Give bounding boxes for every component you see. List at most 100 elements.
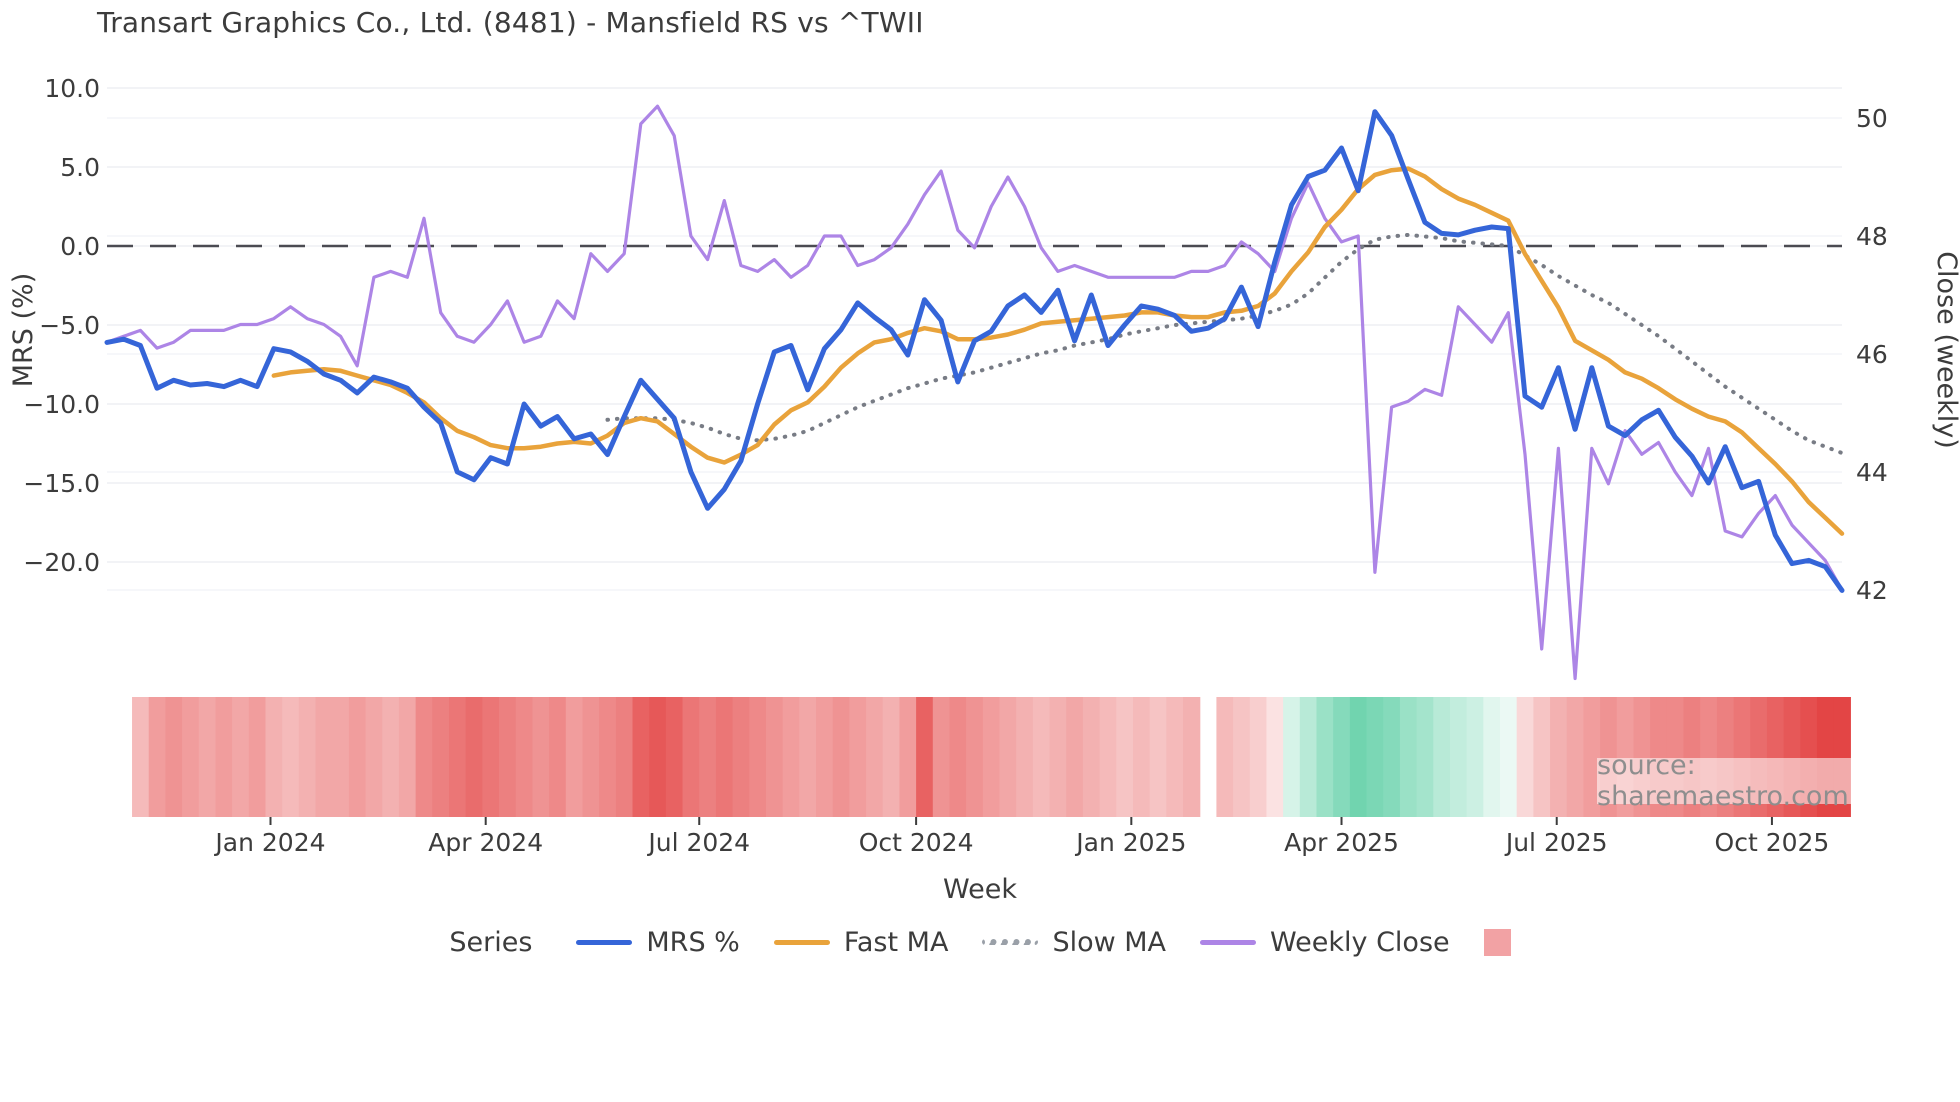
heatmap-cell <box>215 697 233 817</box>
heatmap-cell <box>1333 697 1351 817</box>
legend-item-label: MRS % <box>646 926 740 958</box>
heatmap-cell <box>1433 697 1451 817</box>
heatmap-cell <box>966 697 984 817</box>
heatmap-cell <box>432 697 450 817</box>
left-axis-tick-label: −5.0 <box>39 311 100 340</box>
heatmap-cell <box>1032 697 1051 817</box>
legend-swatch-line <box>773 939 830 945</box>
right-axis-tick-label: 50 <box>1856 104 1888 133</box>
heatmap-cell <box>1016 697 1034 817</box>
heatmap-cell <box>665 697 684 817</box>
heatmap-cell <box>1349 697 1368 817</box>
right-axis-title: Close (weekly) <box>1931 251 1960 449</box>
heatmap-cell <box>565 697 584 817</box>
heatmap-cell <box>348 697 367 817</box>
heatmap-cell <box>949 697 967 817</box>
heatmap-cell <box>532 697 550 817</box>
heatmap-cell <box>1049 697 1067 817</box>
right-axis-tick-label: 46 <box>1856 340 1888 369</box>
heatmap-cell <box>1249 697 1268 817</box>
heatmap-cell <box>1550 697 1568 817</box>
legend-swatch-line <box>576 939 633 945</box>
heatmap-cell <box>332 697 350 817</box>
chart-title: Transart Graphics Co., Ltd. (8481) - Man… <box>97 6 924 39</box>
heatmap-cell <box>632 697 650 817</box>
heatmap-cell <box>1416 697 1434 817</box>
left-axis-tick-label: −15.0 <box>23 469 100 498</box>
heatmap-cell <box>765 697 784 817</box>
heatmap-cell <box>982 697 1001 817</box>
heatmap-cell <box>1366 697 1384 817</box>
heatmap-cell <box>866 697 884 817</box>
left-axis-tick-label: 5.0 <box>60 153 100 182</box>
right-axis-tick-label: 48 <box>1856 222 1888 251</box>
heatmap-cell <box>132 697 150 817</box>
heatmap-cell <box>265 697 283 817</box>
heatmap-cell <box>1500 697 1518 817</box>
heatmap-cell <box>515 697 534 817</box>
heatmap-cell <box>398 697 417 817</box>
x-axis-tick-label: Jul 2024 <box>646 828 750 857</box>
series-line-weekly-close <box>105 104 1844 681</box>
heatmap-cell <box>1183 697 1201 817</box>
heatmap-cell <box>198 697 217 817</box>
heatmap-cell <box>232 697 250 817</box>
x-axis-tick-label: Apr 2024 <box>428 828 543 857</box>
heatmap-cell <box>615 697 634 817</box>
heatmap-cell <box>649 697 667 817</box>
x-axis-title: Week <box>943 874 1017 905</box>
heatmap-cell <box>382 697 400 817</box>
heatmap-cell <box>582 697 600 817</box>
heatmap-cell <box>1466 697 1484 817</box>
heatmap-cell <box>832 697 850 817</box>
heatmap-cell <box>732 697 750 817</box>
heatmap-cell <box>999 697 1017 817</box>
heatmap-cell <box>682 697 700 817</box>
x-axis-tick-label: Oct 2024 <box>859 828 974 857</box>
legend-item-mrs-: MRS % <box>576 926 740 958</box>
heatmap-cell <box>715 697 734 817</box>
x-axis-tick-label: Jan 2025 <box>1074 828 1186 857</box>
heatmap-cell <box>899 697 917 817</box>
heatmap-cell <box>1149 697 1167 817</box>
heatmap-cell <box>849 697 867 817</box>
heatmap-cell <box>882 697 901 817</box>
heatmap-cell <box>1483 697 1501 817</box>
heatmap-cell <box>1082 697 1101 817</box>
legend-item-heat-swatch <box>1483 928 1511 956</box>
heatmap-cell <box>182 697 200 817</box>
heatmap-cell <box>816 697 834 817</box>
x-axis-tick-label: Oct 2025 <box>1715 828 1830 857</box>
heatmap-cell <box>1399 697 1418 817</box>
heatmap-cell <box>1316 697 1334 817</box>
heatmap-cell <box>282 697 300 817</box>
right-axis-tick-label: 42 <box>1856 576 1888 605</box>
legend-item-label: Fast MA <box>843 926 949 958</box>
heatmap-cell <box>1566 697 1585 817</box>
heatmap-cell <box>248 697 267 817</box>
left-axis-tick-label: 10.0 <box>44 74 100 103</box>
legend-title: Series <box>449 926 533 958</box>
legend-swatch-line <box>1200 939 1257 945</box>
legend-item-weekly-close: Weekly Close <box>1200 927 1450 958</box>
heatmap-cell <box>298 697 317 817</box>
right-axis-tick-label: 44 <box>1856 458 1888 487</box>
left-axis-tick-label: −20.0 <box>23 548 100 577</box>
heatmap-cell <box>499 697 517 817</box>
heatmap-cell <box>699 697 717 817</box>
legend-item-slow-ma: Slow MA <box>982 927 1166 958</box>
legend-item-label: Slow MA <box>1052 926 1167 958</box>
heatmap-cell <box>799 697 817 817</box>
left-axis-title: MRS (%) <box>8 273 39 388</box>
heatmap-cell <box>599 697 617 817</box>
heatmap-cell <box>1383 697 1401 817</box>
heatmap-cell <box>782 697 800 817</box>
x-axis-tick-label: Jul 2025 <box>1504 828 1608 857</box>
heatmap-cell <box>448 697 467 817</box>
heatmap-cell <box>165 697 183 817</box>
heatmap-cell <box>365 697 383 817</box>
left-axis-tick-label: 0.0 <box>60 232 100 261</box>
heatmap-cell <box>916 697 934 817</box>
heatmap-cell <box>1533 697 1551 817</box>
heatmap-cell <box>1166 697 1184 817</box>
